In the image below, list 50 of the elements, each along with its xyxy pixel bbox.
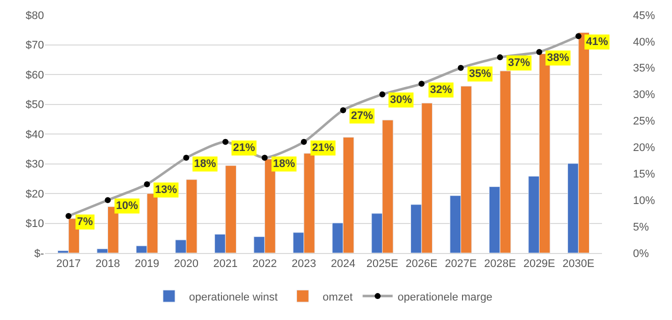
data-label: 38% [547, 52, 570, 64]
y2-tick-label: 40% [633, 36, 656, 48]
x-tick-label: 2027E [444, 258, 477, 270]
y-tick-label: $60 [26, 69, 44, 82]
data-label: 7% [77, 216, 94, 228]
y-tick-label: $80 [26, 10, 44, 22]
x-tick-label: 2025E [366, 258, 398, 270]
data-label: 27% [351, 110, 374, 122]
data-label: 30% [390, 94, 412, 106]
y2-tick-label: 5% [633, 221, 650, 234]
x-tick-label: 2029E [523, 258, 556, 270]
y2-tick-label: 35% [633, 62, 656, 75]
y2-tick-label: 15% [633, 168, 656, 181]
y-tick-label: $40 [26, 128, 44, 141]
y-tick-label: $10 [26, 218, 44, 230]
x-tick-label: 2030E [562, 258, 594, 270]
legend-label: omzet [322, 291, 353, 304]
legend-label: operationele marge [398, 291, 492, 304]
y2-tick-label: 30% [633, 89, 656, 102]
data-label: 41% [586, 36, 608, 48]
x-tick-label: 2018 [96, 258, 120, 270]
data-label: 18% [194, 158, 216, 170]
data-label: 18% [273, 158, 296, 170]
x-tick-label: 2028E [484, 258, 516, 270]
x-tick-label: 2021 [213, 258, 238, 270]
y2-tick-label: 20% [633, 142, 656, 154]
legend-label: operationele winst [189, 291, 278, 304]
x-tick-label: 2017 [56, 258, 81, 270]
data-label: 13% [155, 184, 178, 196]
data-label: 32% [430, 84, 452, 96]
x-tick-label: 2023 [292, 258, 316, 270]
y2-tick-label: 10% [633, 194, 656, 207]
y2-tick-label: 0% [633, 248, 650, 260]
y-tick-label: $50 [26, 99, 44, 112]
y-tick-label: $70 [26, 40, 44, 52]
data-label: 37% [508, 57, 530, 69]
x-tick-label: 2019 [134, 258, 160, 270]
y-tick-label: $- [34, 248, 44, 260]
x-tick-label: 2024 [330, 258, 356, 270]
data-label: 10% [116, 200, 138, 212]
y2-tick-label: 25% [633, 116, 656, 128]
data-label: 21% [233, 142, 256, 154]
data-label: 35% [469, 68, 492, 80]
data-label: 21% [312, 142, 334, 154]
x-tick-label: 2020 [174, 258, 198, 270]
y2-tick-label: 45% [633, 10, 656, 22]
y-tick-label: $20 [26, 188, 44, 200]
x-tick-label: 2022 [252, 258, 277, 270]
y-tick-label: $30 [26, 158, 44, 171]
x-tick-label: 2026E [406, 258, 438, 270]
